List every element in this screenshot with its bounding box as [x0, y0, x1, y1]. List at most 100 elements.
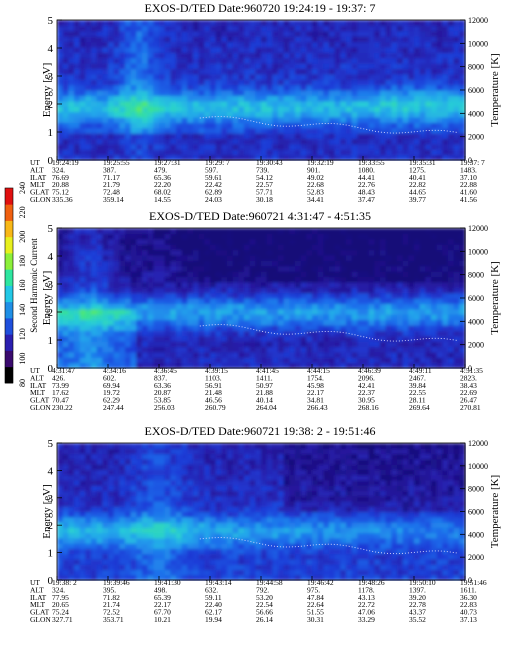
- heatmap-cell: [340, 351, 347, 358]
- heatmap-cell: [397, 20, 404, 26]
- heatmap-cell: [408, 36, 415, 43]
- heatmap-cell: [232, 228, 239, 234]
- heatmap-cell: [232, 25, 239, 32]
- heatmap-cell: [210, 506, 217, 513]
- heatmap-cell: [113, 149, 120, 156]
- heatmap-cell: [96, 330, 103, 337]
- heatmap-cell: [402, 68, 409, 75]
- heatmap-cell: [244, 292, 251, 299]
- heatmap-cell: [317, 57, 324, 64]
- heatmap-cell: [266, 522, 273, 528]
- heatmap-cell: [62, 90, 69, 96]
- heatmap-cell: [68, 558, 75, 565]
- heatmap-cell: [147, 485, 154, 492]
- heatmap-cell: [96, 314, 103, 321]
- info-row-value: 65.36: [154, 173, 171, 182]
- heatmap-cell: [431, 127, 438, 134]
- heatmap-cell: [419, 25, 426, 32]
- heatmap-cell: [198, 36, 205, 43]
- heatmap-cell: [425, 41, 432, 48]
- heatmap-cell: [130, 154, 137, 161]
- heatmap-cell: [374, 357, 381, 364]
- heatmap-cell: [153, 228, 160, 234]
- heatmap-cell: [238, 138, 245, 145]
- heatmap-cell: [119, 271, 126, 278]
- heatmap-cell: [113, 133, 120, 140]
- heatmap-cell: [385, 357, 392, 364]
- heatmap-cell: [380, 287, 387, 294]
- heatmap-cell: [57, 564, 64, 571]
- heatmap-cell: [198, 453, 205, 460]
- heatmap-cell: [227, 574, 234, 581]
- heatmap-cell: [147, 500, 154, 507]
- heatmap-cell: [244, 149, 251, 156]
- heatmap-cell: [198, 558, 205, 565]
- heatmap-cell: [323, 254, 330, 261]
- heatmap-cell: [283, 292, 290, 299]
- heatmap-cell: [210, 458, 217, 465]
- info-row-value: 247.44: [103, 403, 124, 412]
- heatmap-cell: [210, 238, 217, 245]
- heatmap-cell: [170, 511, 177, 518]
- heatmap-cell: [210, 330, 217, 337]
- heatmap-cell: [414, 254, 421, 261]
- heatmap-cell: [368, 341, 375, 348]
- heatmap-cell: [210, 63, 217, 70]
- heatmap-cell: [204, 244, 211, 251]
- heatmap-cell: [442, 249, 449, 256]
- heatmap-cell: [340, 260, 347, 267]
- heatmap-cell: [79, 458, 86, 465]
- heatmap-cell: [153, 314, 160, 321]
- heatmap-cell: [436, 362, 443, 369]
- heatmap-cell: [357, 346, 364, 353]
- info-row-value: 230.22: [52, 403, 73, 412]
- heatmap-cell: [249, 362, 256, 369]
- heatmap-cell: [102, 73, 109, 80]
- heatmap-cell: [272, 474, 279, 481]
- heatmap-cell: [142, 485, 149, 492]
- heatmap-cell: [119, 149, 126, 156]
- heatmap-cell: [232, 90, 239, 96]
- heatmap-cell: [306, 249, 313, 256]
- heatmap-cell: [312, 73, 319, 80]
- heatmap-cell: [283, 351, 290, 358]
- heatmap-cell: [255, 138, 262, 145]
- heatmap-cell: [147, 537, 154, 544]
- heatmap-cell: [221, 324, 228, 331]
- heatmap-cell: [181, 553, 188, 560]
- heatmap-cell: [453, 330, 460, 337]
- heatmap-cell: [317, 341, 324, 348]
- heatmap-cell: [193, 543, 200, 549]
- heatmap-cell: [374, 351, 381, 358]
- heatmap-cell: [448, 154, 455, 161]
- heatmap-field: [57, 228, 466, 369]
- heatmap-cell: [215, 324, 222, 331]
- heatmap-cell: [187, 127, 194, 134]
- heatmap-cell: [96, 106, 103, 113]
- info-row-value: 30.95: [358, 396, 375, 405]
- heatmap-cell: [136, 351, 143, 358]
- heatmap-cell: [266, 292, 273, 299]
- heatmap-cell: [164, 30, 171, 37]
- heatmap-cell: [312, 84, 319, 91]
- heatmap-cell: [357, 254, 364, 261]
- heatmap-cell: [363, 346, 370, 353]
- heatmap-cell: [414, 149, 421, 156]
- heatmap-cell: [74, 543, 81, 549]
- heatmap-cell: [266, 90, 273, 96]
- heatmap-cell: [408, 233, 415, 240]
- heatmap-cell: [380, 233, 387, 240]
- heatmap-cell: [323, 30, 330, 37]
- y2-tick-label: 4000: [468, 317, 484, 326]
- heatmap-cell: [108, 537, 115, 544]
- heatmap-cell: [198, 448, 205, 455]
- heatmap-cell: [102, 500, 109, 507]
- heatmap-cell: [425, 233, 432, 240]
- heatmap-cell: [221, 265, 228, 272]
- heatmap-cell: [210, 111, 217, 118]
- heatmap-cell: [125, 351, 132, 358]
- heatmap-cell: [306, 265, 313, 272]
- heatmap-cell: [210, 298, 217, 304]
- heatmap-cell: [255, 543, 262, 549]
- heatmap-cell: [193, 46, 200, 53]
